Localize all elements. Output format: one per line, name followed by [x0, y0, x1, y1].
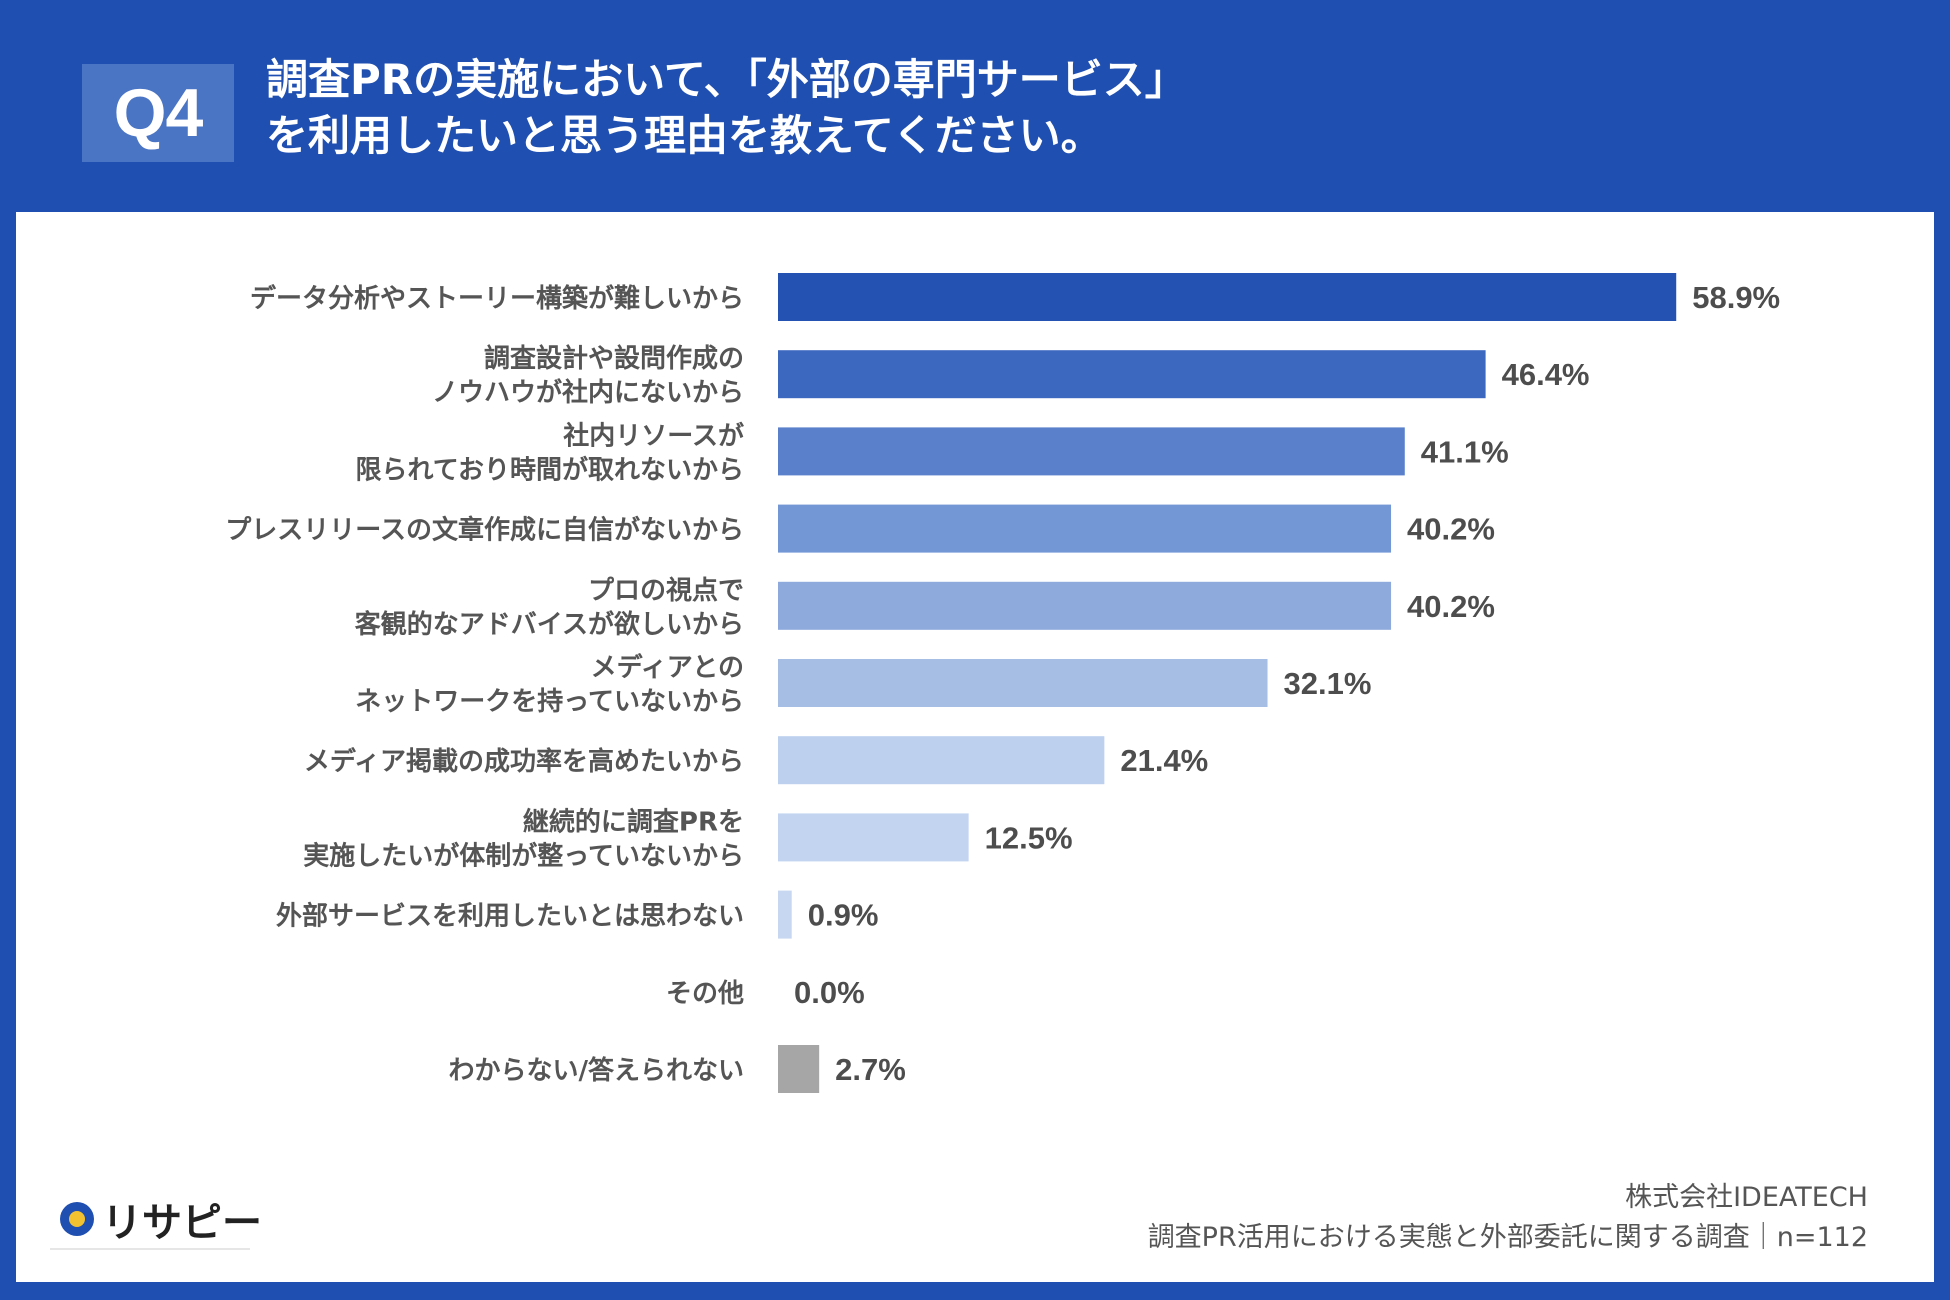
category-label-9: その他 — [666, 979, 744, 1009]
category-label-8: 外部サービスを利用したいとは思わない — [276, 902, 744, 932]
chart-panel: 58.9% データ分析やストーリー構築が難しいから 46.4% 調査設計や設問作成のノ… — [16, 212, 1934, 1282]
question-badge: Q4 — [82, 64, 234, 162]
title-line-2: を利用したいと思う理由を教えてください。 — [266, 111, 1103, 160]
category-label-6: メディア掲載の成功率を高めたいから — [304, 746, 744, 777]
bar-2 — [778, 427, 1405, 476]
location-pin-icon — [60, 1202, 94, 1236]
bar-0 — [778, 273, 1677, 321]
category-label-4-line-0: プロの視点で — [588, 575, 744, 606]
bar-4 — [778, 581, 1392, 630]
logo-text: リサピー — [102, 1200, 262, 1246]
category-label-10: わからない/答えられない — [449, 1055, 745, 1086]
category-label-1-line-1: ノウハウが社内にないから — [432, 377, 744, 408]
bar-chart: 58.9% データ分析やストーリー構築が難しいから 46.4% 調査設計や設問作成のノ… — [225, 273, 1780, 1093]
source-company: 株式会社IDEATECH — [1625, 1182, 1868, 1213]
bar-8 — [778, 890, 792, 939]
category-label-7-line-0: 継続的に調査PRを — [523, 806, 744, 837]
value-label-0: 58.9% — [1692, 280, 1780, 315]
value-label-7: 12.5% — [985, 820, 1073, 855]
bar-5 — [778, 659, 1268, 707]
category-label-4-line-1: 客観的なアドバイスが欲しいから — [355, 609, 744, 640]
bar-6 — [778, 736, 1105, 785]
value-label-6: 21.4% — [1120, 743, 1208, 778]
category-label-3: プレスリリースの文章作成に自信がないから — [225, 515, 744, 546]
header: Q4 調査PRの実施において、「外部の専門サービス」 を利用したいと思う理由を教… — [0, 0, 1950, 210]
category-label-2-line-0: 社内リソースが — [563, 420, 744, 451]
value-label-5: 32.1% — [1284, 666, 1372, 701]
value-label-8: 0.9% — [808, 898, 879, 933]
logo-underline — [50, 1248, 250, 1250]
category-label-0: データ分析やストーリー構築が難しいから — [250, 283, 744, 314]
source-survey: 調査PR活用における実態と外部委託に関する調査｜n=112 — [1147, 1222, 1868, 1253]
bar-10 — [778, 1045, 820, 1093]
category-label-5-line-0: メディアとの — [591, 652, 744, 683]
value-label-9: 0.0% — [794, 975, 865, 1010]
source-note: 株式会社IDEATECH 調査PR活用における実態と外部委託に関する調査｜n=1… — [1148, 1178, 1868, 1258]
category-label-5-line-1: ネットワークを持っていないから — [355, 687, 744, 717]
title-line-1: 調査PRの実施において、「外部の専門サービス」 — [266, 55, 1187, 104]
category-label-1-line-0: 調査設計や設問作成の — [484, 343, 744, 374]
bar-7 — [778, 813, 969, 862]
bar-3 — [778, 504, 1392, 553]
bar-1 — [778, 350, 1486, 399]
value-label-4: 40.2% — [1407, 589, 1495, 624]
value-label-2: 41.1% — [1421, 434, 1509, 469]
value-label-1: 46.4% — [1502, 357, 1590, 392]
page-title: 調査PRの実施において、「外部の専門サービス」 を利用したいと思う理由を教えてく… — [266, 52, 1866, 164]
category-label-7-line-1: 実施したいが体制が整っていないから — [303, 840, 744, 871]
value-label-3: 40.2% — [1407, 512, 1495, 547]
risapy-logo: リサピー — [60, 1190, 262, 1248]
value-label-10: 2.7% — [835, 1052, 906, 1087]
category-label-2-line-1: 限られており時間が取れないから — [356, 454, 744, 485]
